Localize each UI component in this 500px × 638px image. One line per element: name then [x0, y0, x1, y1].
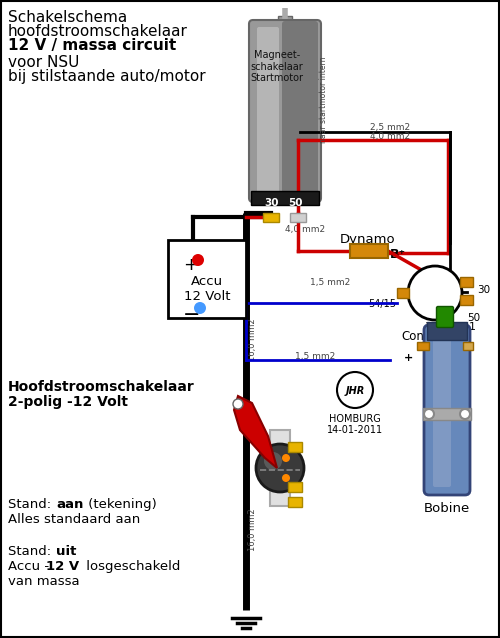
FancyBboxPatch shape [257, 27, 279, 195]
Text: +: + [183, 256, 198, 274]
Circle shape [264, 452, 282, 470]
Text: 1,5 mm2: 1,5 mm2 [295, 352, 335, 361]
Text: Accu: Accu [191, 275, 223, 288]
Bar [427, 322, 467, 340]
Text: hoofdstroomschakelaar: hoofdstroomschakelaar [8, 24, 188, 39]
Bar [397, 288, 409, 298]
Text: 54/15: 54/15 [368, 299, 396, 309]
Circle shape [337, 372, 373, 408]
Text: 12 V: 12 V [46, 560, 79, 573]
Text: 16,0 mm2: 16,0 mm2 [248, 508, 256, 551]
Circle shape [256, 444, 304, 492]
Text: Dynamo: Dynamo [340, 233, 396, 246]
Bar [288, 442, 302, 452]
Text: +: + [404, 353, 413, 363]
Text: 15: 15 [425, 322, 439, 332]
Text: −: − [183, 305, 200, 325]
Bar [463, 342, 473, 350]
Circle shape [233, 399, 243, 409]
Bar [288, 482, 302, 492]
Bar [288, 497, 302, 507]
Text: 4,0 mm2: 4,0 mm2 [370, 132, 410, 141]
Text: (tekening): (tekening) [84, 498, 157, 511]
Bar [278, 16, 292, 24]
Text: Magneet-
schakelaar
Startmotor: Magneet- schakelaar Startmotor [250, 50, 304, 83]
Circle shape [424, 409, 434, 419]
Text: Contactslot: Contactslot [402, 330, 468, 343]
Text: Stand:: Stand: [8, 545, 56, 558]
Bar [251, 191, 319, 205]
Text: JHR: JHR [346, 386, 364, 396]
FancyBboxPatch shape [282, 21, 318, 201]
Bar [290, 213, 306, 222]
Text: 12 Volt: 12 Volt [184, 290, 230, 303]
Text: 14-01-2011: 14-01-2011 [327, 425, 383, 435]
Polygon shape [234, 396, 277, 468]
Text: Bobine: Bobine [424, 502, 470, 515]
Text: 30: 30 [265, 198, 279, 208]
Bar [168, 240, 246, 318]
Text: B⁺: B⁺ [390, 248, 406, 261]
Bar [460, 277, 473, 287]
Text: 30: 30 [477, 285, 490, 295]
Circle shape [408, 266, 462, 320]
Text: Accu -: Accu - [8, 560, 49, 573]
Circle shape [460, 409, 470, 419]
Bar [270, 430, 290, 506]
FancyBboxPatch shape [433, 333, 451, 487]
Text: Stand:: Stand: [8, 498, 56, 511]
FancyBboxPatch shape [424, 325, 470, 495]
Text: aan: aan [56, 498, 84, 511]
Text: naar startmotor intern: naar startmotor intern [318, 57, 328, 144]
Text: voor NSU: voor NSU [8, 55, 80, 70]
Text: 2,5 mm2: 2,5 mm2 [370, 123, 410, 132]
Text: 1,5 mm2: 1,5 mm2 [310, 278, 350, 287]
Bar [417, 342, 429, 350]
Bar [350, 244, 388, 258]
Text: 50: 50 [467, 313, 480, 323]
FancyBboxPatch shape [436, 306, 454, 327]
Circle shape [282, 454, 290, 462]
Bar [263, 213, 279, 222]
Text: 50: 50 [288, 198, 302, 208]
Text: losgeschakeld: losgeschakeld [82, 560, 180, 573]
Text: 1: 1 [469, 322, 476, 332]
Text: Schakelschema: Schakelschema [8, 10, 127, 25]
Bar [460, 295, 473, 305]
Text: 4,0 mm2: 4,0 mm2 [285, 225, 325, 234]
Text: Alles standaard aan: Alles standaard aan [8, 513, 140, 526]
Text: 2-polig -12 Volt: 2-polig -12 Volt [8, 395, 128, 409]
Circle shape [282, 474, 290, 482]
Text: bij stilstaande auto/motor: bij stilstaande auto/motor [8, 69, 205, 84]
Text: 12 V / massa circuit: 12 V / massa circuit [8, 38, 176, 53]
Text: uit: uit [56, 545, 76, 558]
Text: Hoofdstroomschakelaar: Hoofdstroomschakelaar [8, 380, 195, 394]
FancyBboxPatch shape [249, 20, 321, 202]
Circle shape [192, 254, 204, 266]
Bar [423, 408, 471, 420]
Text: HOMBURG: HOMBURG [329, 414, 381, 424]
Circle shape [194, 302, 206, 314]
Text: 16,0 mm2: 16,0 mm2 [248, 319, 256, 361]
Text: van massa: van massa [8, 575, 80, 588]
